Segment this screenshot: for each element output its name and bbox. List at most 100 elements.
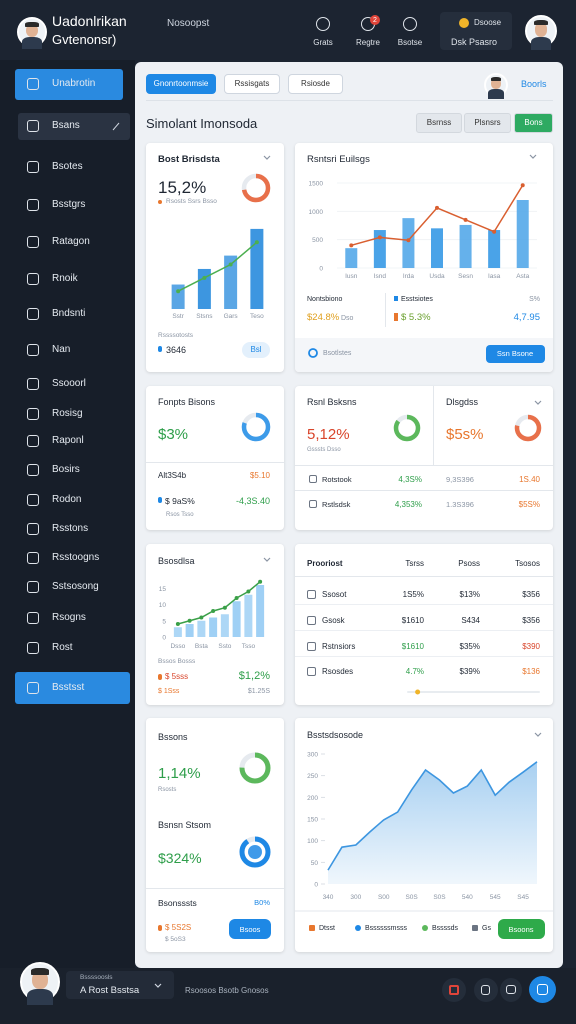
avatar-body <box>22 37 42 50</box>
action-icon[interactable] <box>316 17 330 31</box>
kpi-note: Gsssts Dsso <box>307 447 341 453</box>
column-header: Tsrss <box>405 559 424 568</box>
nav-item[interactable]: Rsstons <box>52 523 89 534</box>
nav-item[interactable]: Nan <box>52 344 71 355</box>
action-icon[interactable] <box>403 17 417 31</box>
nav-item[interactable]: Rnoik <box>52 273 78 284</box>
tab[interactable] <box>224 74 280 94</box>
icon-button[interactable] <box>474 978 498 1002</box>
nav-item[interactable]: Bsans <box>52 120 80 131</box>
row-label: $ 5oS3 <box>165 936 186 943</box>
row-value: $1,2% <box>238 670 270 682</box>
nav-active[interactable] <box>15 672 130 704</box>
nav-link[interactable]: Nosoopst <box>167 18 210 29</box>
nav-icon <box>27 120 39 132</box>
nav-item[interactable]: Rosisg <box>52 408 83 419</box>
button-label[interactable]: Bsoos <box>239 925 261 934</box>
card-title: Bsstsdsosode <box>307 730 364 740</box>
divider <box>295 576 553 577</box>
selector-value[interactable]: A Rost Bsstsa <box>80 985 140 996</box>
toolbar-user[interactable]: Boorls <box>521 79 547 89</box>
row-label: 1.3S396 <box>446 500 474 509</box>
section-button[interactable] <box>514 113 553 133</box>
row-label: 9,3S396 <box>446 475 474 484</box>
badge-button[interactable] <box>242 342 270 358</box>
nav-item[interactable]: Rodon <box>52 494 82 505</box>
nav-icon <box>27 552 39 564</box>
button-label[interactable]: Plsnsrs <box>474 118 501 127</box>
dot <box>158 497 162 503</box>
avatar-face <box>32 970 48 990</box>
button-label[interactable]: Bons <box>524 118 543 127</box>
nav-icon <box>27 344 39 356</box>
cell: 4.7% <box>405 667 424 676</box>
nav-item[interactable]: Bsstgrs <box>52 199 86 210</box>
stat-unit: Dso <box>341 315 354 322</box>
cell: $390 <box>522 642 540 651</box>
tab-label[interactable]: Rssisgats <box>234 79 270 88</box>
icon-glyph <box>481 985 490 995</box>
card-title: Bost Brisdsta <box>158 154 220 165</box>
nav-icon <box>27 408 39 420</box>
action-label[interactable]: Grats <box>313 38 333 47</box>
legend-swatch <box>355 925 361 931</box>
tab[interactable] <box>288 74 343 94</box>
icon-glyph <box>537 984 548 995</box>
nav-active[interactable] <box>15 69 123 100</box>
nav-icon <box>27 308 39 320</box>
divider <box>295 465 553 466</box>
dot <box>158 200 162 204</box>
footer-link[interactable]: Bsotlstes <box>323 350 352 357</box>
legend-label: Bssssssmsss <box>365 925 407 932</box>
cell: 1S5% <box>402 590 424 599</box>
legend-label: Gs <box>482 925 491 932</box>
nav-icon <box>27 378 39 390</box>
row-icon <box>307 616 316 625</box>
user-name: Dsoose <box>474 18 502 27</box>
nav-item[interactable]: Bsstsst <box>52 682 85 693</box>
primary-button[interactable] <box>498 919 545 939</box>
divider <box>295 604 553 605</box>
nav-item[interactable]: Sstsosong <box>52 581 99 592</box>
nav-item[interactable]: Rsstoogns <box>52 552 100 563</box>
dot <box>158 674 162 680</box>
nav-item[interactable]: Rsogns <box>52 612 86 623</box>
nav-item[interactable]: Bndsnti <box>52 308 86 319</box>
nav-item[interactable]: Unabrotin <box>52 78 96 89</box>
nav-item[interactable]: Bsotes <box>52 161 83 172</box>
icon-button[interactable] <box>500 978 522 1002</box>
cell: Ssosot <box>322 590 347 599</box>
cell: $35% <box>459 642 480 651</box>
action-label[interactable]: Regtre <box>355 38 381 47</box>
button-label[interactable]: Ssn Bsone <box>496 349 534 358</box>
stat-label: Nontsbiono <box>307 296 343 303</box>
action-label[interactable]: Bsotse <box>397 38 423 47</box>
tab[interactable] <box>146 74 216 94</box>
icon-button[interactable] <box>529 976 556 1003</box>
nav-item[interactable]: Raponl <box>52 435 84 446</box>
row-value: 1S.40 <box>519 475 540 484</box>
section-button[interactable] <box>464 113 511 133</box>
user-box[interactable] <box>440 12 512 50</box>
primary-button[interactable] <box>229 919 271 939</box>
nav-selected[interactable] <box>18 113 130 140</box>
badge-label[interactable]: Bsl <box>250 345 262 354</box>
nav-item[interactable]: Ssooorl <box>52 378 86 389</box>
row-value: $5S% <box>518 500 540 509</box>
nav-item[interactable]: Ratagon <box>52 236 90 247</box>
nav-item[interactable]: Rost <box>52 642 73 653</box>
divider <box>146 100 553 101</box>
nav-item[interactable]: Bosirs <box>52 464 80 475</box>
primary-button[interactable] <box>486 345 545 363</box>
button-label[interactable]: Bsoons <box>508 925 534 934</box>
tab-label[interactable]: Rsiosde <box>301 79 330 88</box>
button-label[interactable]: Bsrnss <box>426 118 452 127</box>
section-button[interactable] <box>416 113 462 133</box>
legend-swatch <box>394 313 398 321</box>
tab-label[interactable]: Gnonrtoonmsie <box>153 79 209 88</box>
status-dot <box>459 18 469 28</box>
app-title: Uadonlrikan <box>52 13 127 29</box>
icon-button[interactable] <box>442 978 466 1002</box>
card-title: Bsosdlsa <box>158 556 195 566</box>
avatar-body <box>27 989 53 1006</box>
